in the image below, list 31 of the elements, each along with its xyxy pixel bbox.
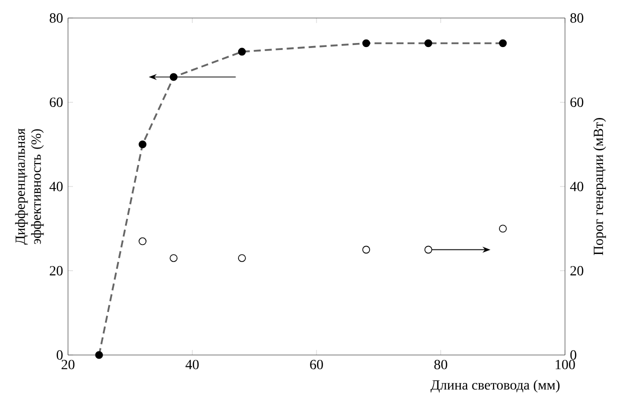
x-tick-label: 80 — [434, 360, 448, 370]
point — [498, 224, 507, 233]
y-tick-label: 60 — [50, 98, 63, 107]
x-tick-label: 100 — [556, 360, 575, 370]
y2-tick-label: 40 — [570, 182, 584, 192]
y2-tick-label: 0 — [570, 350, 576, 360]
x-tick-label: 60 — [310, 360, 323, 370]
y2-tick-label: 80 — [570, 13, 584, 23]
point — [170, 254, 178, 262]
y2-tick-label: 60 — [570, 98, 584, 107]
point — [362, 39, 370, 48]
point — [238, 254, 246, 262]
point — [170, 73, 178, 81]
y-axis-title: Дифференциальная эффективность (%) — [15, 128, 44, 245]
x-tick-label: 40 — [186, 360, 199, 370]
point — [138, 237, 146, 246]
x-tick-label: 20 — [62, 360, 74, 370]
y-tick-label: 20 — [50, 266, 63, 276]
y-tick-label: 0 — [56, 350, 63, 360]
point — [238, 48, 246, 56]
point — [362, 246, 370, 254]
point — [498, 39, 507, 48]
point — [138, 140, 146, 148]
y2-tick-label: 20 — [570, 266, 584, 276]
y-tick-label: 80 — [50, 13, 63, 23]
y-tick-label: 40 — [49, 182, 63, 192]
x-axis-title: Длина световода (мм) — [430, 380, 560, 392]
point — [95, 351, 103, 359]
point — [424, 246, 432, 254]
y2-axis-title: Порог генерации (мВт) — [593, 118, 606, 256]
point — [424, 39, 432, 48]
